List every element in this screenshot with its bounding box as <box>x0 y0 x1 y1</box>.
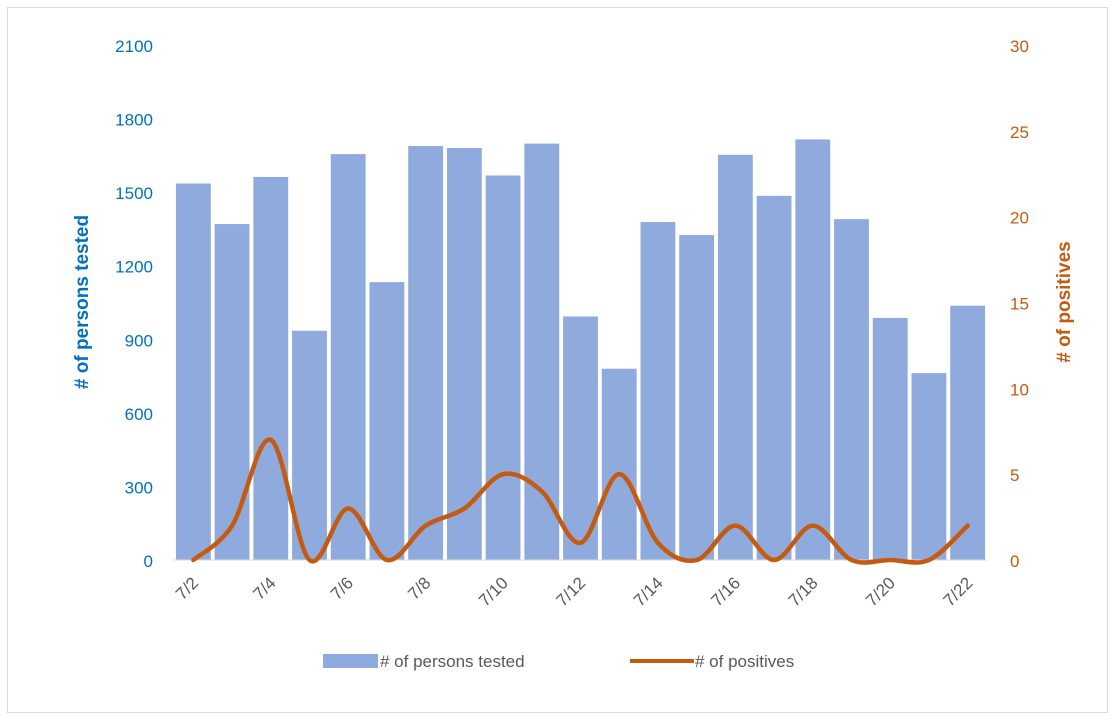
left-tick-label: 1500 <box>115 184 153 203</box>
right-tick-label: 20 <box>1010 209 1029 228</box>
x-tick-label: 7/6 <box>327 573 357 603</box>
x-tick-label: 7/4 <box>249 573 279 603</box>
x-tick-label: 7/10 <box>475 573 512 610</box>
bar-7-16 <box>717 154 753 560</box>
bar-7-20 <box>872 317 908 560</box>
left-axis-title: # of persons tested <box>72 215 93 389</box>
bar-7-10 <box>485 175 521 560</box>
bar-7-6 <box>330 154 366 560</box>
bar-7-4 <box>253 176 289 560</box>
left-tick-label: 300 <box>125 478 153 497</box>
x-tick-label: 7/14 <box>630 573 667 610</box>
bar-7-3 <box>214 224 250 560</box>
bar-7-9 <box>446 148 482 560</box>
bar-7-15 <box>679 235 715 561</box>
bar-7-19 <box>834 219 869 560</box>
legend-label-positives: # of positives <box>695 652 794 671</box>
right-tick-label: 0 <box>1010 552 1019 571</box>
left-tick-label: 900 <box>125 331 153 350</box>
x-tick-label: 7/8 <box>404 573 434 603</box>
right-tick-label: 5 <box>1010 466 1019 485</box>
left-tick-label: 600 <box>125 405 153 424</box>
bar-7-2 <box>175 183 211 561</box>
right-tick-label: 25 <box>1010 123 1029 142</box>
positives-line <box>191 437 970 565</box>
left-tick-label: 2100 <box>115 37 153 56</box>
left-tick-label: 1800 <box>115 111 153 130</box>
bar-7-8 <box>408 146 444 561</box>
line-layer <box>191 437 970 565</box>
x-tick-label: 7/2 <box>172 573 202 603</box>
bar-7-18 <box>795 139 831 560</box>
x-tick-label: 7/20 <box>862 573 899 610</box>
right-tick-label: 10 <box>1010 380 1029 399</box>
bar-7-21 <box>911 373 947 560</box>
right-tick-label: 30 <box>1010 37 1029 56</box>
right-axis-title: # of positives <box>1054 241 1075 362</box>
legend: # of persons tested # of positives <box>323 652 794 671</box>
legend-swatch-persons-tested <box>323 654 378 668</box>
bar-7-14 <box>640 222 676 561</box>
bar-7-22 <box>950 305 986 560</box>
legend-label-persons-tested: # of persons tested <box>380 652 525 671</box>
bar-7-13 <box>601 368 637 560</box>
x-axis-ticks: 7/2 7/4 7/6 7/8 7/10 7/12 7/14 7/16 7/18 7/20 7/22 <box>172 573 976 610</box>
x-tick-label: 7/16 <box>707 573 744 610</box>
right-tick-label: 15 <box>1010 295 1029 314</box>
x-tick-label: 7/22 <box>940 573 977 610</box>
bars-layer <box>175 139 986 561</box>
x-tick-label: 7/18 <box>785 573 822 610</box>
left-tick-label: 1200 <box>115 258 153 277</box>
bar-7-7 <box>369 282 405 560</box>
right-axis-ticks: 0 5 10 15 20 25 30 <box>1010 37 1029 571</box>
left-tick-label: 0 <box>144 552 153 571</box>
bar-7-11 <box>524 143 560 561</box>
bar-7-17 <box>756 195 792 561</box>
x-tick-label: 7/12 <box>552 573 589 610</box>
left-axis-ticks: 0 300 600 900 1200 1500 1800 2100 <box>115 37 153 571</box>
bar-7-12 <box>563 316 598 560</box>
